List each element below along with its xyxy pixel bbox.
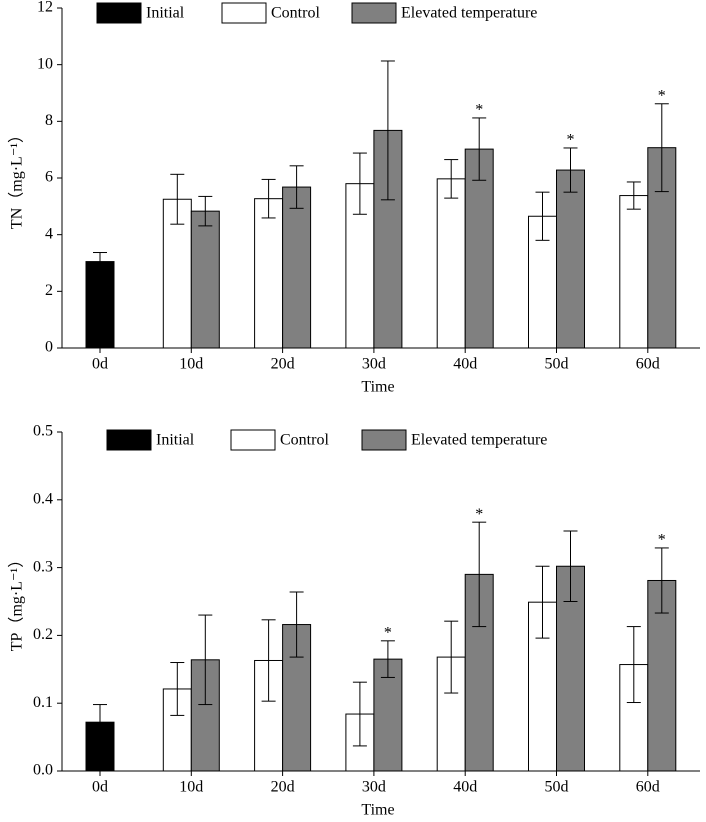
y-tick-label: 2 bbox=[45, 282, 53, 299]
legend-swatch bbox=[221, 2, 267, 24]
legend-swatch bbox=[96, 2, 142, 24]
y-tick-label: 0.2 bbox=[33, 626, 53, 643]
bar bbox=[436, 656, 466, 772]
legend-swatch bbox=[230, 429, 276, 451]
x-tick-label: 40d bbox=[453, 779, 477, 796]
error-bar bbox=[198, 195, 213, 227]
annotation: * bbox=[384, 624, 392, 641]
x-tick-label: 60d bbox=[636, 779, 660, 796]
error-bar bbox=[626, 626, 641, 704]
y-tick-label: 10 bbox=[37, 55, 53, 72]
bar bbox=[464, 148, 494, 349]
error-bar bbox=[563, 147, 578, 193]
x-tick-label: 10d bbox=[179, 356, 203, 373]
error-bar bbox=[289, 165, 304, 209]
legend-label: Initial bbox=[146, 5, 185, 22]
error-bar bbox=[444, 159, 459, 199]
error-bar bbox=[472, 521, 487, 628]
legend-label: Elevated temperature bbox=[411, 432, 547, 449]
annotation: * bbox=[475, 102, 483, 119]
x-tick-label: 20d bbox=[271, 356, 295, 373]
x-tick-label: 30d bbox=[362, 356, 386, 373]
legend-label: Control bbox=[280, 432, 329, 449]
x-tick-label: 10d bbox=[179, 779, 203, 796]
x-tick-label: 60d bbox=[636, 356, 660, 373]
y-tick-label: 12 bbox=[37, 0, 53, 16]
y-tick-label: 0.0 bbox=[33, 762, 53, 779]
error-bar bbox=[380, 60, 395, 201]
x-tick-label: 20d bbox=[271, 779, 295, 796]
error-bar bbox=[626, 181, 641, 210]
annotation: * bbox=[658, 532, 666, 549]
error-bar bbox=[261, 178, 276, 219]
x-tick-label: 0d bbox=[92, 779, 108, 796]
error-bar bbox=[261, 619, 276, 702]
annotation: * bbox=[567, 132, 575, 149]
y-tick-label: 0.1 bbox=[33, 694, 53, 711]
error-bar bbox=[198, 614, 213, 706]
x-tick-label: 50d bbox=[545, 779, 569, 796]
error-bar bbox=[535, 565, 550, 639]
y-tick-label: 0.4 bbox=[33, 490, 53, 507]
x-tick-label: 0d bbox=[92, 356, 108, 373]
y-tick-label: 0.5 bbox=[33, 423, 53, 440]
y-tick-label: 4 bbox=[45, 225, 53, 242]
bar bbox=[647, 579, 677, 772]
x-tick-label: 40d bbox=[453, 356, 477, 373]
bar bbox=[85, 261, 115, 349]
bar bbox=[254, 198, 284, 349]
error-bar bbox=[563, 530, 578, 602]
bar bbox=[556, 169, 585, 349]
error-bar bbox=[352, 681, 367, 747]
error-bar bbox=[654, 103, 669, 193]
legend-swatch bbox=[351, 2, 397, 24]
legend-label: Control bbox=[271, 5, 320, 22]
bar bbox=[619, 195, 649, 349]
annotation: * bbox=[475, 506, 483, 523]
error-bar bbox=[654, 547, 669, 614]
x-tick-label: 30d bbox=[362, 779, 386, 796]
error-bar bbox=[170, 662, 185, 716]
error-bar bbox=[93, 704, 107, 741]
y-tick-label: 6 bbox=[45, 169, 53, 186]
annotation: * bbox=[658, 87, 666, 104]
x-axis-label: Time bbox=[361, 379, 394, 396]
legend-swatch bbox=[106, 429, 152, 451]
error-bar bbox=[170, 173, 185, 225]
y-axis-label: TP（mg·L⁻¹） bbox=[8, 552, 26, 651]
y-tick-label: 8 bbox=[45, 112, 53, 129]
y-tick-label: 0.3 bbox=[33, 558, 53, 575]
x-tick-label: 50d bbox=[545, 356, 569, 373]
legend-label: Elevated temperature bbox=[401, 5, 537, 22]
error-bar bbox=[352, 152, 367, 215]
error-bar bbox=[380, 640, 395, 678]
error-bar bbox=[93, 252, 107, 272]
error-bar bbox=[472, 117, 487, 181]
y-tick-label: 0 bbox=[45, 339, 53, 356]
bar bbox=[282, 186, 312, 349]
legend-label: Initial bbox=[156, 432, 195, 449]
legend-swatch bbox=[361, 429, 407, 451]
bar bbox=[190, 210, 220, 349]
bar bbox=[436, 178, 466, 349]
error-bar bbox=[535, 191, 550, 241]
y-axis-label: TN（mg·L⁻¹） bbox=[8, 127, 26, 229]
error-bar bbox=[289, 591, 304, 658]
x-axis-label: Time bbox=[361, 802, 394, 819]
error-bar bbox=[444, 620, 459, 694]
